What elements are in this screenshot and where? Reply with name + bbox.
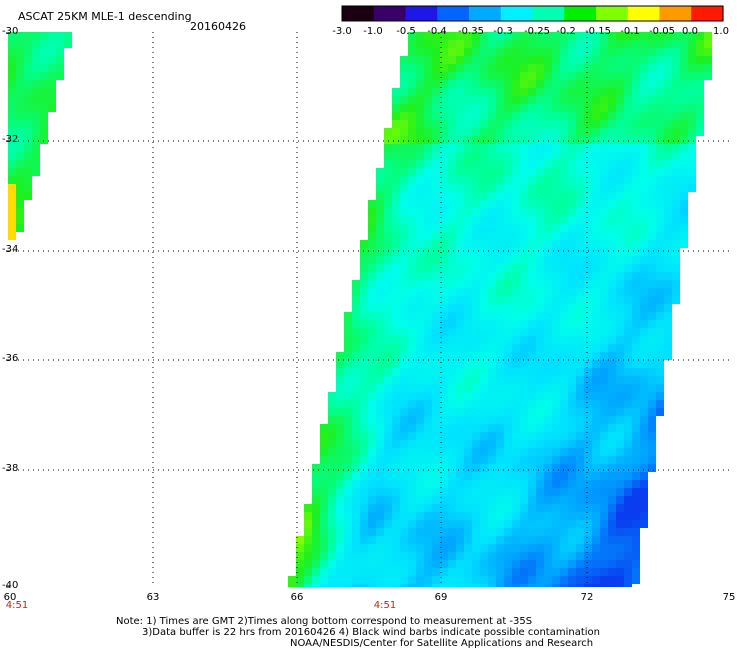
note-line-1: Note: 1) Times are GMT 2)Times along bot… [116, 616, 533, 627]
lat-label: -30 [2, 26, 19, 37]
colorbar-label: -0.25 [524, 26, 550, 37]
colorbar-swatch [500, 6, 534, 21]
colorbar-swatch [342, 6, 375, 21]
plot-date: 20160426 [190, 20, 246, 33]
lat-label: -36 [2, 353, 19, 364]
lon-label: 75 [722, 592, 736, 603]
plot-title: ASCAT 25KM MLE-1 descending [18, 10, 192, 23]
colorbar-label: -0.5 [396, 26, 416, 37]
colorbar-label: -3.0 [332, 26, 352, 37]
colorbar [341, 5, 724, 22]
colorbar-label: -1.0 [363, 26, 383, 37]
colorbar-swatch [691, 6, 724, 21]
swath-east [288, 32, 712, 587]
colorbar-label: -0.2 [556, 26, 576, 37]
colorbar-label: 1.0 [713, 26, 729, 37]
colorbar-label: -0.15 [585, 26, 611, 37]
lon-label: 60 [3, 592, 17, 603]
colorbar-label: -0.3 [493, 26, 513, 37]
lon-label: 66 [290, 592, 304, 603]
note-line-2: 3)Data buffer is 22 hrs from 20160426 4)… [142, 627, 600, 638]
colorbar-swatch [659, 6, 692, 21]
lon-label: 69 [434, 592, 448, 603]
lon-label: 72 [580, 592, 594, 603]
colorbar-label: -0.05 [649, 26, 675, 37]
colorbar-swatch [627, 6, 661, 21]
lat-lon-grid [6, 32, 731, 588]
colorbar-label: 0.0 [682, 26, 698, 37]
colorbar-label: -0.4 [427, 26, 447, 37]
lat-label: -38 [2, 463, 19, 474]
time-label: 4:51 [5, 600, 29, 611]
colorbar-swatch [469, 6, 502, 21]
colorbar-swatch [564, 6, 597, 21]
colorbar-swatch [596, 6, 629, 21]
colorbar-label: -0.1 [620, 26, 640, 37]
colorbar-label: -0.35 [458, 26, 484, 37]
colorbar-swatch [532, 6, 565, 21]
lat-label: -32 [2, 134, 19, 145]
swath-west [8, 32, 72, 240]
lat-label: -40 [2, 580, 19, 591]
note-line-3: NOAA/NESDIS/Center for Satellite Applica… [290, 638, 594, 649]
colorbar-swatch [405, 6, 438, 21]
colorbar-swatch [373, 6, 407, 21]
colorbar-swatch [437, 6, 470, 21]
time-label: 4:51 [373, 600, 397, 611]
lat-label: -34 [2, 244, 19, 255]
lon-label: 63 [146, 592, 160, 603]
